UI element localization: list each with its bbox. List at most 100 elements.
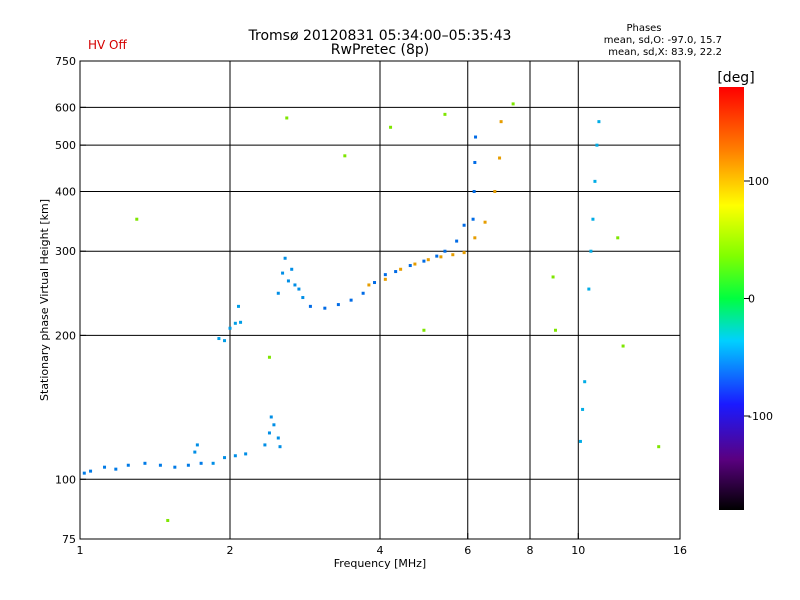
data-point [473, 160, 477, 164]
data-point [223, 339, 227, 343]
data-point [443, 249, 447, 253]
data-point [657, 445, 661, 449]
data-point [283, 256, 287, 260]
data-point [297, 287, 301, 291]
data-point [413, 262, 417, 266]
data-point [267, 431, 271, 435]
data-point [553, 328, 557, 332]
phases-o-stats: mean, sd,O: -97.0, 15.7 [604, 35, 722, 46]
y-tick-label: 600 [55, 101, 76, 114]
data-point [422, 259, 426, 263]
data-point [301, 296, 305, 300]
colorbar-ticks: 100 0 -100 [744, 175, 773, 423]
data-point [135, 217, 139, 221]
data-point [195, 443, 199, 447]
data-point [244, 452, 248, 456]
x-axis-ticks: 1 2 4 6 8 10 16 [77, 533, 687, 557]
data-point [471, 217, 475, 221]
data-point [511, 102, 515, 106]
data-point [143, 461, 147, 465]
x-tick-label: 16 [673, 544, 687, 557]
data-point [290, 267, 294, 271]
data-point [583, 380, 587, 384]
data-points [82, 102, 661, 522]
data-point [269, 415, 273, 419]
data-point [186, 463, 190, 467]
data-point [278, 445, 282, 449]
data-point [223, 456, 227, 460]
data-point [217, 337, 221, 341]
data-point [408, 264, 412, 268]
data-point [443, 112, 447, 116]
data-point [233, 321, 237, 325]
data-point [451, 253, 455, 257]
data-point [276, 291, 280, 295]
data-point [591, 217, 595, 221]
chart-subtitle: RwPretec (8p) [331, 42, 429, 58]
data-point [233, 454, 237, 458]
data-point [474, 135, 478, 139]
y-tick-label: 750 [55, 55, 76, 68]
data-point [361, 291, 365, 295]
data-point [455, 239, 459, 243]
data-point [349, 298, 353, 302]
y-tick-label: 75 [62, 533, 76, 546]
x-tick-label: 4 [377, 544, 384, 557]
data-point [158, 463, 162, 467]
data-point [285, 116, 289, 120]
data-point [462, 223, 466, 227]
y-axis-label: Stationary phase Virtual Height [km] [38, 199, 51, 401]
x-tick-label: 10 [571, 544, 585, 557]
x-tick-label: 1 [77, 544, 84, 557]
y-tick-label: 300 [55, 245, 76, 258]
hv-status-label: HV Off [88, 38, 127, 52]
data-point [435, 254, 439, 258]
x-tick-label: 6 [464, 544, 471, 557]
data-point [89, 469, 93, 473]
colorbar-tick-label: 0 [748, 293, 755, 306]
x-tick-label: 2 [227, 544, 234, 557]
data-point [493, 189, 497, 193]
data-point [272, 423, 276, 427]
data-point [616, 236, 620, 240]
data-point [236, 304, 240, 308]
data-point [462, 251, 466, 255]
y-tick-label: 500 [55, 139, 76, 152]
data-point [593, 179, 597, 183]
data-point [193, 450, 197, 454]
data-point [211, 461, 215, 465]
data-point [239, 320, 243, 324]
phases-heading: Phases [626, 23, 661, 34]
data-point [308, 304, 312, 308]
data-point [597, 120, 601, 124]
y-tick-label: 200 [55, 329, 76, 342]
data-point [228, 326, 232, 330]
data-point [267, 355, 271, 359]
data-point [578, 439, 582, 443]
data-point [199, 461, 203, 465]
data-point [472, 189, 476, 193]
colorbar-label: [deg] [717, 70, 754, 86]
colorbar-tick-label: 100 [748, 175, 769, 188]
phases-x-stats: mean, sd,X: 83.9, 22.2 [608, 47, 722, 58]
data-point [114, 467, 118, 471]
data-point [595, 143, 599, 147]
data-point [383, 277, 387, 281]
data-point [103, 465, 107, 469]
data-point [581, 407, 585, 411]
data-point [263, 443, 267, 447]
data-point [82, 471, 86, 475]
data-point [499, 120, 503, 124]
data-point [426, 258, 430, 262]
data-point [551, 275, 555, 279]
chart-title: Tromsø 20120831 05:34:00–05:35:43 [248, 28, 512, 44]
data-point [373, 281, 377, 285]
data-point [173, 465, 177, 469]
y-axis-ticks: 75 100 200 300 400 500 600 750 [55, 55, 86, 546]
data-point [621, 344, 625, 348]
data-point [286, 279, 290, 283]
y-tick-label: 100 [55, 473, 76, 486]
x-tick-label: 8 [527, 544, 534, 557]
data-point [394, 270, 398, 274]
